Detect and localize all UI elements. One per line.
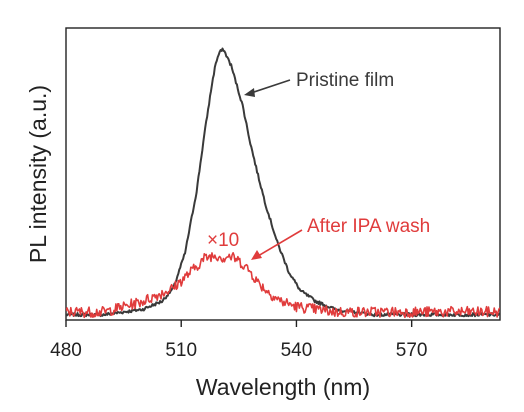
annotation-after-ipa-wash: After IPA wash (307, 216, 430, 237)
y-axis-label: PL intensity (a.u.) (25, 85, 51, 263)
x-axis-label: Wavelength (nm) (196, 374, 370, 400)
plot-frame (65, 27, 501, 321)
annotation-pristine-film: Pristine film (296, 70, 394, 91)
series-line-pristine-film (66, 47, 500, 318)
x-axis-ticks: 480 510 540 570 (50, 320, 428, 361)
x-tick-label: 540 (281, 340, 313, 361)
series-line-after-ipa-wash (66, 251, 500, 319)
annotation-x10-multiplier: ×10 (207, 230, 239, 251)
arrow-to-ipa-curve (251, 229, 303, 260)
x-tick-label: 510 (165, 340, 197, 361)
x-tick-label: 570 (396, 340, 428, 361)
x-tick-label: 480 (50, 340, 82, 361)
series-layer (66, 47, 500, 319)
arrow-to-pristine-curve (244, 79, 291, 97)
